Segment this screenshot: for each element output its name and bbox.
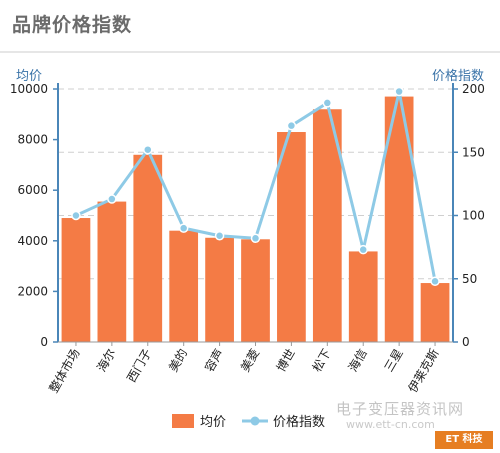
category-label: 美的	[165, 346, 190, 374]
page-title: 品牌价格指数	[12, 14, 133, 36]
axes: 0 2000 4000 6000 8000 10000 0 50 100 150 200 均价 价格指数	[10, 68, 485, 349]
legend-bar-label: 均价	[200, 415, 226, 430]
category-label: 美菱	[238, 347, 262, 375]
index-point-4	[214, 230, 225, 241]
category-label: 博世	[273, 346, 298, 374]
index-point-1	[107, 194, 117, 204]
left-tick-label: 4000	[17, 234, 48, 248]
bar-0	[61, 218, 91, 342]
left-tick-label: 8000	[17, 133, 48, 147]
category-label: 伊莱克斯	[406, 347, 442, 396]
left-axis-title: 均价	[16, 69, 42, 84]
watermark-url: www.ett-cn.com	[346, 418, 435, 431]
bar-6	[277, 132, 306, 342]
left-tick-label: 0	[40, 335, 48, 349]
category-label: 容声	[201, 346, 226, 374]
legend-line-marker	[250, 416, 260, 426]
right-tick-label: 150	[462, 145, 485, 159]
index-line	[71, 86, 440, 287]
right-axis-title: 价格指数	[432, 68, 484, 84]
index-point-7	[322, 98, 333, 108]
right-tick-label: 100	[462, 209, 485, 223]
title-divider	[0, 51, 500, 53]
category-label: 海尔	[93, 346, 118, 374]
bar-8	[348, 251, 378, 342]
watermark-text: 电子变压器资讯网	[336, 400, 465, 418]
legend-bar-swatch	[172, 414, 194, 428]
category-label: 整体市场	[46, 346, 83, 395]
category-label: 松下	[310, 347, 334, 375]
category-label: 海信	[345, 346, 370, 374]
left-tick-label: 2000	[17, 284, 48, 298]
category-labels: 整体市场 海尔 西门子 美的 容声 美菱 博世 松下 海信 三星 伊莱克斯	[46, 346, 442, 395]
left-tick-label: 6000	[17, 183, 48, 197]
index-point-5	[250, 233, 261, 244]
bars	[61, 96, 450, 343]
bar-4	[205, 237, 234, 342]
right-tick-label: 200	[462, 82, 485, 96]
index-point-10	[430, 276, 440, 287]
right-tick-label: 0	[462, 335, 470, 349]
legend-line-label: 价格指数	[273, 414, 325, 430]
bar-5	[241, 239, 270, 342]
right-tick-label: 50	[462, 272, 477, 286]
index-point-9	[394, 86, 404, 97]
left-tick-label: 10000	[10, 82, 48, 96]
index-point-3	[178, 223, 189, 233]
index-point-0	[71, 210, 81, 221]
index-point-6	[286, 120, 297, 131]
bar-3	[169, 230, 199, 342]
category-label: 西门子	[123, 346, 154, 385]
legend: 均价 价格指数	[172, 414, 325, 430]
bar-2	[133, 154, 163, 342]
site-logo: ET 科技	[435, 431, 493, 449]
bar-10	[420, 283, 450, 342]
category-label: 三星	[382, 347, 406, 375]
bar-1	[97, 201, 127, 342]
index-point-2	[143, 144, 153, 155]
index-point-8	[358, 244, 368, 255]
